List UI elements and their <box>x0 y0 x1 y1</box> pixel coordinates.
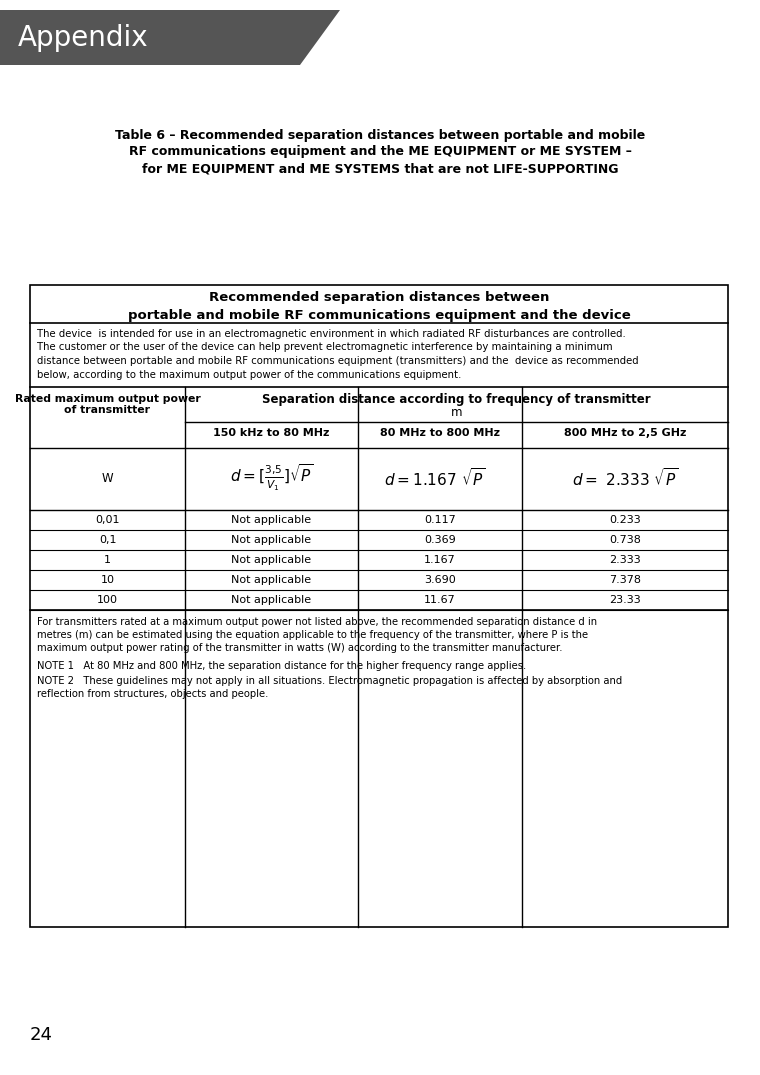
Text: portable and mobile RF communications equipment and the device: portable and mobile RF communications eq… <box>128 309 630 321</box>
Text: Separation distance according to frequency of transmitter: Separation distance according to frequen… <box>262 392 651 405</box>
Text: W: W <box>102 472 113 485</box>
Text: 0,1: 0,1 <box>99 535 116 545</box>
Text: NOTE 1   At 80 MHz and 800 MHz, the separation distance for the higher frequency: NOTE 1 At 80 MHz and 800 MHz, the separa… <box>37 661 526 671</box>
Text: $d =\ 2.333\ \sqrt{P}$: $d =\ 2.333\ \sqrt{P}$ <box>572 467 678 489</box>
Text: 150 kHz to 80 MHz: 150 kHz to 80 MHz <box>214 428 330 438</box>
Text: 100: 100 <box>97 594 118 605</box>
Text: 80 MHz to 800 MHz: 80 MHz to 800 MHz <box>380 428 500 438</box>
Text: Not applicable: Not applicable <box>232 594 312 605</box>
Text: For transmitters rated at a maximum output power not listed above, the recommend: For transmitters rated at a maximum outp… <box>37 617 597 627</box>
Text: 1.167: 1.167 <box>424 555 456 565</box>
Text: The device  is intended for use in an electromagnetic environment in which radia: The device is intended for use in an ele… <box>37 329 625 339</box>
Text: $d = [\frac{3{,}5}{V_1}]\sqrt{P}$: $d = [\frac{3{,}5}{V_1}]\sqrt{P}$ <box>230 463 313 493</box>
Text: RF communications equipment and the ME EQUIPMENT or ME SYSTEM –: RF communications equipment and the ME E… <box>128 145 632 158</box>
Text: 7.378: 7.378 <box>609 575 641 585</box>
Text: The customer or the user of the device can help prevent electromagnetic interfer: The customer or the user of the device c… <box>37 343 613 353</box>
Text: NOTE 2   These guidelines may not apply in all situations. Electromagnetic propa: NOTE 2 These guidelines may not apply in… <box>37 676 622 686</box>
Text: for ME EQUIPMENT and ME SYSTEMS that are not LIFE-SUPPORTING: for ME EQUIPMENT and ME SYSTEMS that are… <box>142 162 618 175</box>
Text: metres (m) can be estimated using the equation applicable to the frequency of th: metres (m) can be estimated using the eq… <box>37 630 588 640</box>
Text: 2.333: 2.333 <box>609 555 641 565</box>
Text: 0.369: 0.369 <box>424 535 456 545</box>
Bar <box>30 285 728 927</box>
Text: m: m <box>451 406 462 419</box>
Text: reflection from structures, objects and people.: reflection from structures, objects and … <box>37 689 268 699</box>
Text: Not applicable: Not applicable <box>232 515 312 525</box>
Text: 1: 1 <box>104 555 111 565</box>
Text: 800 MHz to 2,5 GHz: 800 MHz to 2,5 GHz <box>564 428 686 438</box>
Text: 0.738: 0.738 <box>609 535 641 545</box>
Text: Not applicable: Not applicable <box>232 555 312 565</box>
Text: 0.117: 0.117 <box>424 515 456 525</box>
Text: Recommended separation distances between: Recommended separation distances between <box>209 291 549 304</box>
Polygon shape <box>0 10 340 64</box>
Text: 23.33: 23.33 <box>609 594 641 605</box>
Text: Table 6 – Recommended separation distances between portable and mobile: Table 6 – Recommended separation distanc… <box>115 129 645 142</box>
Text: $d = 1.167\ \sqrt{P}$: $d = 1.167\ \sqrt{P}$ <box>385 467 486 489</box>
Text: 11.67: 11.67 <box>424 594 456 605</box>
Text: 10: 10 <box>100 575 115 585</box>
Text: distance between portable and mobile RF communications equipment (transmitters) : distance between portable and mobile RF … <box>37 356 638 366</box>
Text: Rated maximum output power
of transmitter: Rated maximum output power of transmitte… <box>14 393 201 415</box>
Text: 0.233: 0.233 <box>609 515 641 525</box>
Text: Appendix: Appendix <box>18 24 149 52</box>
Text: 3.690: 3.690 <box>424 575 456 585</box>
Text: Not applicable: Not applicable <box>232 535 312 545</box>
Text: 24: 24 <box>30 1026 53 1044</box>
Text: Not applicable: Not applicable <box>232 575 312 585</box>
Text: below, according to the maximum output power of the communications equipment.: below, according to the maximum output p… <box>37 370 461 379</box>
Text: 0,01: 0,01 <box>95 515 120 525</box>
Text: maximum output power rating of the transmitter in watts (W) according to the tra: maximum output power rating of the trans… <box>37 643 562 653</box>
